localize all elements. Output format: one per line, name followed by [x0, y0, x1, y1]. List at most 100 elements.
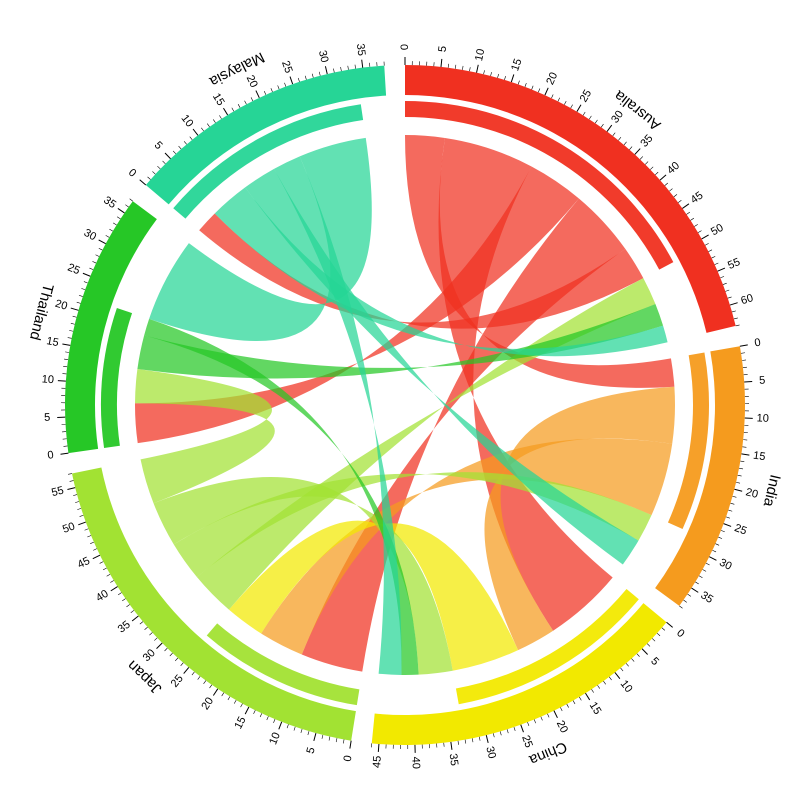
tick-minor	[741, 353, 745, 354]
tick-minor	[640, 156, 643, 159]
tick-label: 5	[648, 655, 661, 668]
tick-minor	[192, 672, 194, 675]
tick-minor	[107, 574, 110, 576]
tick-minor	[238, 104, 240, 107]
tick-minor	[75, 502, 79, 503]
tick	[724, 524, 731, 527]
tick	[256, 91, 259, 98]
tick-minor	[514, 727, 515, 731]
tick-label: 0	[126, 167, 138, 180]
tick-minor	[79, 295, 83, 296]
tick-minor	[81, 288, 85, 289]
tick-minor	[77, 508, 81, 509]
tick-minor	[145, 627, 148, 630]
tick	[60, 453, 68, 454]
tick	[71, 308, 79, 310]
tick-minor	[125, 205, 128, 207]
tick-minor	[278, 85, 279, 89]
tick	[83, 273, 90, 276]
tick-label: 5	[305, 746, 318, 755]
tick-minor	[491, 72, 492, 76]
tick-minor	[733, 496, 737, 497]
tick-label: 45	[371, 755, 384, 768]
tick-minor	[251, 97, 253, 101]
tick-label: 30	[316, 49, 330, 64]
tick-minor	[740, 461, 744, 462]
tick-label: 20	[244, 73, 260, 89]
tick-label: 35	[116, 619, 133, 636]
tick-minor	[589, 116, 591, 119]
tick-label: 55	[726, 256, 742, 272]
tick	[213, 689, 217, 696]
tick	[58, 381, 66, 382]
tick-label: 15	[45, 335, 59, 349]
tick-minor	[472, 738, 473, 742]
tick-label: 0	[342, 754, 355, 762]
tick-minor	[140, 622, 143, 625]
tick-minor	[73, 316, 77, 317]
tick-minor	[152, 171, 155, 174]
tick-minor	[558, 98, 560, 102]
tick-label: 10	[618, 678, 635, 695]
tick-label: 0	[754, 337, 762, 350]
tick	[554, 711, 558, 718]
tick-minor	[738, 475, 742, 476]
tick-minor	[728, 510, 732, 511]
tick-minor	[154, 638, 157, 641]
tick	[93, 555, 100, 559]
tick-minor	[683, 600, 686, 602]
tick-minor	[579, 697, 581, 700]
tick-label: 30	[82, 227, 98, 243]
tick-minor	[122, 599, 125, 601]
tick	[223, 108, 227, 115]
tick	[140, 180, 146, 185]
tick	[350, 741, 351, 749]
tick-label: 45	[689, 189, 706, 206]
tick-minor	[65, 352, 69, 353]
tick	[132, 616, 138, 621]
tick-minor	[721, 530, 725, 531]
tick-minor	[305, 76, 306, 80]
tick-minor	[126, 605, 129, 607]
tick-minor	[322, 735, 323, 739]
tick-minor	[603, 681, 605, 684]
tick-label: 10	[179, 112, 196, 129]
tick-minor	[131, 610, 134, 612]
tick-minor	[148, 177, 151, 180]
tick-minor	[573, 701, 575, 704]
sector-inflow-thailand	[101, 308, 132, 448]
tick-minor	[507, 729, 508, 733]
tick-minor	[678, 200, 681, 202]
tick-minor	[484, 70, 485, 74]
tick-minor	[647, 644, 650, 647]
tick-label: 35	[447, 753, 461, 767]
tick-minor	[706, 563, 710, 565]
tick-minor	[448, 64, 449, 68]
tick-minor	[96, 255, 100, 257]
tick-minor	[190, 137, 193, 140]
tick	[660, 175, 666, 180]
tick-minor	[731, 503, 735, 504]
tick-minor	[465, 740, 466, 744]
tick-minor	[528, 722, 529, 726]
tick-label: 15	[509, 57, 524, 72]
tick-minor	[181, 663, 184, 666]
tick-label: 20	[544, 71, 560, 87]
tick-minor	[637, 654, 640, 657]
tick-label: 45	[76, 555, 92, 571]
tick	[635, 149, 640, 155]
tick-minor	[650, 167, 653, 170]
tick-minor	[601, 124, 603, 127]
tick-minor	[571, 105, 573, 108]
tick-minor	[469, 67, 470, 71]
tick-minor	[728, 297, 732, 298]
tick	[734, 489, 742, 491]
tick-label: 10	[267, 731, 283, 747]
tick-minor	[103, 568, 107, 570]
tick-minor	[175, 658, 178, 661]
tick-minor	[241, 704, 243, 708]
tick	[511, 74, 514, 82]
tick-minor	[333, 69, 334, 73]
tick-label: 35	[101, 194, 118, 211]
tick-minor	[68, 474, 72, 475]
